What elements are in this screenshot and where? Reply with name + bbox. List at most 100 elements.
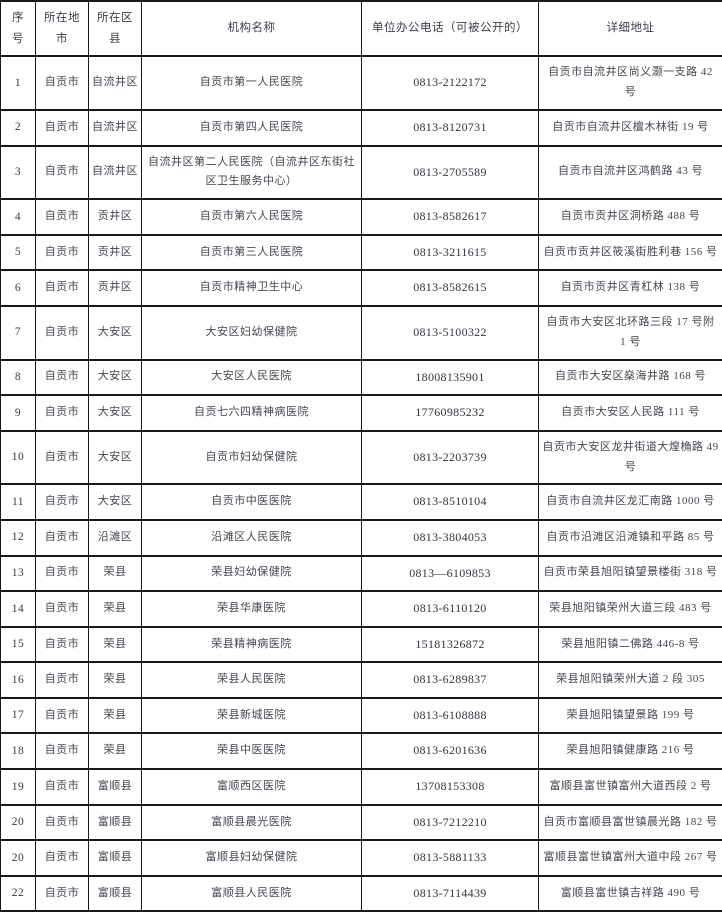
cell-serial-number: 17 bbox=[1, 698, 36, 734]
cell-serial-number: 14 bbox=[1, 591, 36, 627]
cell-organization-name: 富顺县妇幼保健院 bbox=[142, 840, 362, 876]
cell-city: 自贡市 bbox=[36, 591, 89, 627]
cell-detailed-address: 荣县旭阳镇荣州大道三段 483 号 bbox=[539, 591, 722, 627]
cell-serial-number: 7 bbox=[1, 306, 36, 360]
cell-detailed-address: 自贡市贡井区青杠林 138 号 bbox=[539, 270, 722, 306]
cell-district: 荣县 bbox=[89, 698, 142, 734]
cell-organization-name: 富顺西区医院 bbox=[142, 769, 362, 805]
cell-serial-number: 16 bbox=[1, 662, 36, 698]
table-row: 20 自贡市 富顺县 富顺县妇幼保健院 0813-5881133 富顺县富世镇富… bbox=[1, 840, 722, 876]
cell-organization-name: 沿滩区人民医院 bbox=[142, 520, 362, 556]
cell-detailed-address: 自贡市贡井区洞桥路 488 号 bbox=[539, 199, 722, 235]
cell-office-phone: 0813-5881133 bbox=[362, 840, 539, 876]
table-row: 2 自贡市 自流井区 自贡市第四人民医院 0813-8120731 自贡市自流井… bbox=[1, 110, 722, 146]
cell-organization-name: 大安区人民医院 bbox=[142, 360, 362, 396]
cell-city: 自贡市 bbox=[36, 199, 89, 235]
cell-detailed-address: 荣县旭阳镇健康路 216 号 bbox=[539, 733, 722, 769]
cell-organization-name: 自贡市精神卫生中心 bbox=[142, 270, 362, 306]
cell-office-phone: 0813-2122172 bbox=[362, 56, 539, 110]
table-row: 17 自贡市 荣县 荣县新城医院 0813-6108888 荣县旭阳镇望景路 1… bbox=[1, 698, 722, 734]
cell-office-phone: 0813-3211615 bbox=[362, 235, 539, 271]
cell-organization-name: 自贡市第六人民医院 bbox=[142, 199, 362, 235]
cell-district: 大安区 bbox=[89, 431, 142, 485]
cell-organization-name: 自贡市第四人民医院 bbox=[142, 110, 362, 146]
cell-serial-number: 1 bbox=[1, 56, 36, 110]
table-row: 19 自贡市 富顺县 富顺西区医院 13708153308 富顺县富世镇富州大道… bbox=[1, 769, 722, 805]
cell-detailed-address: 自贡市自流井区尚义灏一支路 42 号 bbox=[539, 56, 722, 110]
cell-district: 富顺县 bbox=[89, 840, 142, 876]
cell-city: 自贡市 bbox=[36, 876, 89, 912]
cell-serial-number: 20 bbox=[1, 805, 36, 841]
cell-organization-name: 荣县人民医院 bbox=[142, 662, 362, 698]
cell-district: 荣县 bbox=[89, 733, 142, 769]
cell-serial-number: 22 bbox=[1, 876, 36, 912]
cell-detailed-address: 自贡市大安区人民路 111 号 bbox=[539, 395, 722, 431]
cell-office-phone: 15181326872 bbox=[362, 627, 539, 663]
header-row: 序号 所在地市 所在区县 机构名称 单位办公电话（可被公开的） 详细地址 bbox=[1, 1, 722, 56]
table-row: 20 自贡市 富顺县 富顺县晨光医院 0813-7212210 自贡市富顺县富世… bbox=[1, 805, 722, 841]
cell-office-phone: 0813-3804053 bbox=[362, 520, 539, 556]
cell-organization-name: 自贡市妇幼保健院 bbox=[142, 431, 362, 485]
cell-serial-number: 3 bbox=[1, 146, 36, 200]
cell-detailed-address: 荣县旭阳镇荣州大道 2 段 305 bbox=[539, 662, 722, 698]
cell-serial-number: 18 bbox=[1, 733, 36, 769]
table-body: 1 自贡市 自流井区 自贡市第一人民医院 0813-2122172 自贡市自流井… bbox=[1, 56, 722, 911]
cell-city: 自贡市 bbox=[36, 235, 89, 271]
cell-city: 自贡市 bbox=[36, 733, 89, 769]
cell-city: 自贡市 bbox=[36, 805, 89, 841]
table-row: 4 自贡市 贡井区 自贡市第六人民医院 0813-8582617 自贡市贡井区洞… bbox=[1, 199, 722, 235]
cell-city: 自贡市 bbox=[36, 556, 89, 592]
cell-office-phone: 13708153308 bbox=[362, 769, 539, 805]
cell-city: 自贡市 bbox=[36, 270, 89, 306]
cell-office-phone: 17760985232 bbox=[362, 395, 539, 431]
table-row: 3 自贡市 自流井区 自流井区第二人民医院（自流井区东街社区卫生服务中心） 08… bbox=[1, 146, 722, 200]
cell-office-phone: 0813-5100322 bbox=[362, 306, 539, 360]
cell-serial-number: 19 bbox=[1, 769, 36, 805]
header-serial-number: 序号 bbox=[1, 1, 36, 56]
cell-serial-number: 4 bbox=[1, 199, 36, 235]
cell-city: 自贡市 bbox=[36, 306, 89, 360]
cell-city: 自贡市 bbox=[36, 431, 89, 485]
cell-organization-name: 荣县华康医院 bbox=[142, 591, 362, 627]
cell-office-phone: 0813-2203739 bbox=[362, 431, 539, 485]
cell-serial-number: 6 bbox=[1, 270, 36, 306]
cell-office-phone: 0813-8582615 bbox=[362, 270, 539, 306]
cell-organization-name: 富顺县人民医院 bbox=[142, 876, 362, 912]
table-row: 11 自贡市 大安区 自贡市中医医院 0813-8510104 自贡市自流井区龙… bbox=[1, 484, 722, 520]
table-row: 22 自贡市 富顺县 富顺县人民医院 0813-7114439 富顺县富世镇吉祥… bbox=[1, 876, 722, 912]
header-detailed-address: 详细地址 bbox=[539, 1, 722, 56]
cell-city: 自贡市 bbox=[36, 110, 89, 146]
table-row: 16 自贡市 荣县 荣县人民医院 0813-6289837 荣县旭阳镇荣州大道 … bbox=[1, 662, 722, 698]
cell-city: 自贡市 bbox=[36, 627, 89, 663]
cell-district: 荣县 bbox=[89, 627, 142, 663]
table-row: 9 自贡市 大安区 自贡七六四精神病医院 17760985232 自贡市大安区人… bbox=[1, 395, 722, 431]
cell-district: 荣县 bbox=[89, 662, 142, 698]
cell-detailed-address: 自贡市大安区燊海井路 168 号 bbox=[539, 360, 722, 396]
cell-office-phone: 0813-7212210 bbox=[362, 805, 539, 841]
cell-district: 自流井区 bbox=[89, 146, 142, 200]
cell-city: 自贡市 bbox=[36, 769, 89, 805]
cell-organization-name: 自贡七六四精神病医院 bbox=[142, 395, 362, 431]
cell-office-phone: 0813-8582617 bbox=[362, 199, 539, 235]
header-city: 所在地市 bbox=[36, 1, 89, 56]
table-row: 15 自贡市 荣县 荣县精神病医院 15181326872 荣县旭阳镇二佛路 4… bbox=[1, 627, 722, 663]
cell-organization-name: 自贡市第一人民医院 bbox=[142, 56, 362, 110]
cell-serial-number: 20 bbox=[1, 840, 36, 876]
cell-detailed-address: 荣县旭阳镇望景路 199 号 bbox=[539, 698, 722, 734]
table-row: 12 自贡市 沿滩区 沿滩区人民医院 0813-3804053 自贡市沿滩区沿滩… bbox=[1, 520, 722, 556]
cell-office-phone: 0813-8120731 bbox=[362, 110, 539, 146]
cell-organization-name: 自贡市第三人民医院 bbox=[142, 235, 362, 271]
cell-district: 富顺县 bbox=[89, 805, 142, 841]
cell-city: 自贡市 bbox=[36, 662, 89, 698]
cell-city: 自贡市 bbox=[36, 360, 89, 396]
cell-detailed-address: 荣县旭阳镇二佛路 446-8 号 bbox=[539, 627, 722, 663]
table-row: 7 自贡市 大安区 大安区妇幼保健院 0813-5100322 自贡市大安区北环… bbox=[1, 306, 722, 360]
table-row: 13 自贡市 荣县 荣县妇幼保健院 0813—6109853 自贡市荣县旭阳镇望… bbox=[1, 556, 722, 592]
cell-organization-name: 富顺县晨光医院 bbox=[142, 805, 362, 841]
cell-district: 富顺县 bbox=[89, 876, 142, 912]
cell-serial-number: 15 bbox=[1, 627, 36, 663]
cell-organization-name: 荣县妇幼保健院 bbox=[142, 556, 362, 592]
cell-office-phone: 18008135901 bbox=[362, 360, 539, 396]
cell-district: 自流井区 bbox=[89, 110, 142, 146]
cell-district: 荣县 bbox=[89, 556, 142, 592]
